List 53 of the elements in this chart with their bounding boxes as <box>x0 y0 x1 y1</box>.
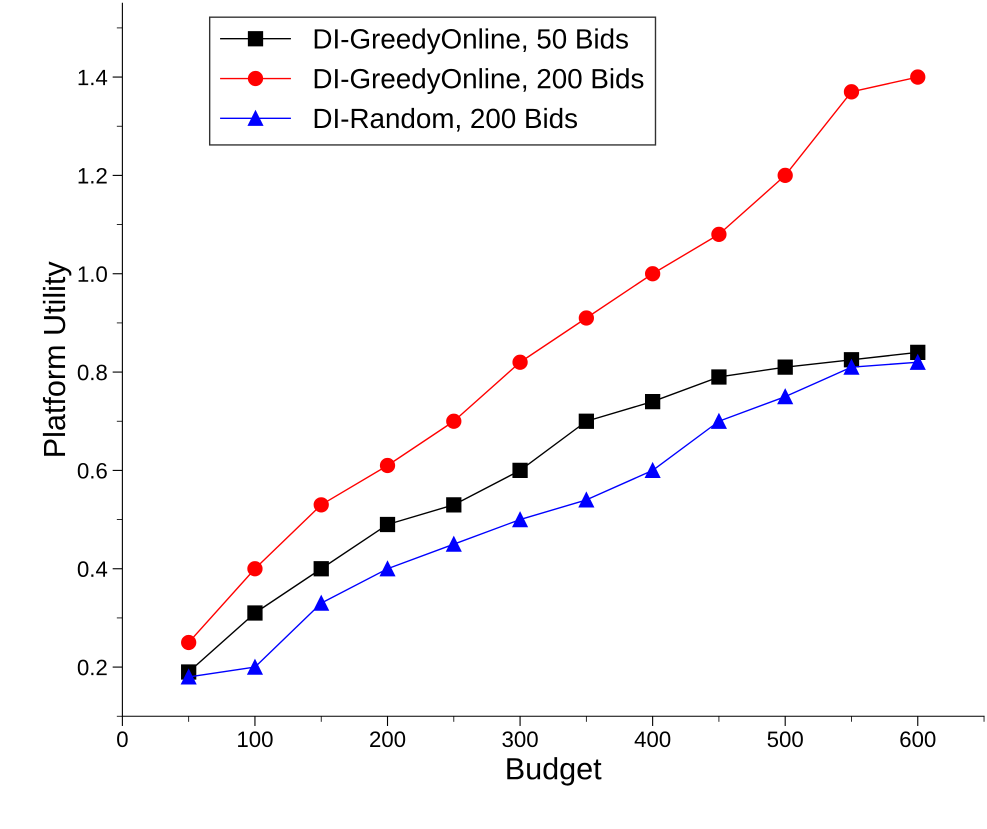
y-axis-title: Platform Utility <box>42 261 72 456</box>
point <box>380 561 396 576</box>
point <box>711 414 727 429</box>
point <box>644 394 660 410</box>
point <box>910 69 926 85</box>
point <box>247 659 263 675</box>
y-tick-label: 1.2 <box>78 168 107 184</box>
point <box>314 561 329 576</box>
point <box>778 389 793 404</box>
point <box>844 360 860 375</box>
x-axis-title: Budget <box>507 757 602 786</box>
point <box>512 512 528 528</box>
point <box>844 84 860 100</box>
legend-label: DI-GreedyOnline, 50 Bids <box>314 28 628 54</box>
point <box>446 414 462 429</box>
y-tick-label: 1.4 <box>78 70 108 86</box>
point <box>446 536 462 552</box>
point <box>644 266 660 282</box>
y-tick-label: 0.4 <box>78 561 108 578</box>
point <box>380 516 396 532</box>
point <box>910 354 926 370</box>
x-tick-label: 500 <box>768 731 803 748</box>
point <box>644 462 660 478</box>
y-tick-label: 0.6 <box>78 462 107 479</box>
point <box>181 634 196 650</box>
legend-label: DI-GreedyOnline, 200 Bids <box>314 68 644 94</box>
point <box>578 414 594 429</box>
point <box>181 669 196 685</box>
point <box>910 344 926 360</box>
y-tick-label: 1.0 <box>78 266 107 282</box>
point <box>446 497 462 512</box>
point <box>711 369 727 385</box>
point <box>314 497 329 512</box>
legend-label: DI-Random, 200 Bids <box>314 108 578 132</box>
point <box>711 226 727 242</box>
point <box>778 168 793 184</box>
y-tick-label: 0.8 <box>78 364 107 380</box>
x-tick-label: 300 <box>502 731 538 748</box>
point <box>314 596 329 611</box>
x-tick-label: 0 <box>117 731 128 748</box>
point <box>512 354 528 370</box>
x-tick-label: 600 <box>900 731 936 748</box>
point <box>247 561 263 576</box>
point <box>578 310 594 326</box>
y-tick-label: 0.2 <box>78 660 107 676</box>
point <box>578 492 594 508</box>
point <box>380 458 396 474</box>
point <box>778 360 793 375</box>
x-tick-label: 100 <box>238 731 273 748</box>
x-tick-label: 400 <box>634 731 670 748</box>
point <box>512 462 528 478</box>
point <box>247 605 263 621</box>
x-tick-label: 200 <box>370 731 406 748</box>
